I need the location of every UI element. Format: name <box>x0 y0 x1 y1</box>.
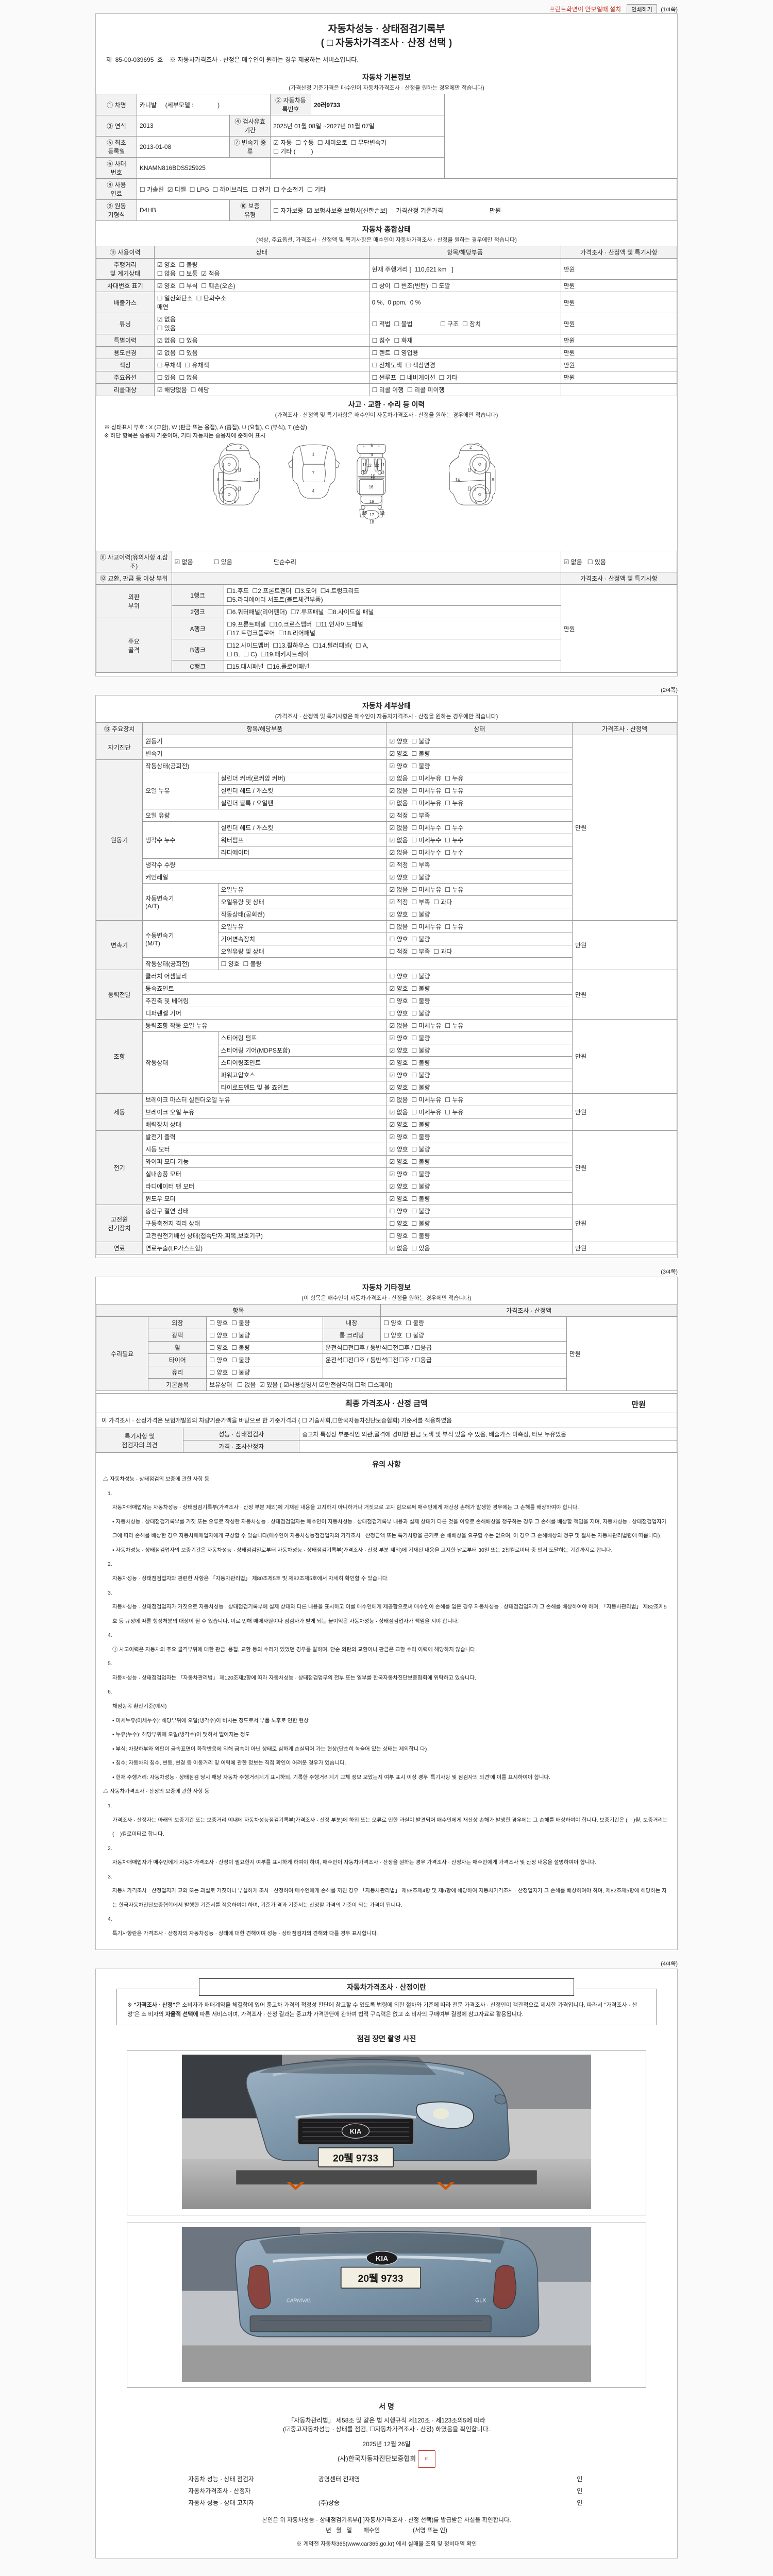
svg-text:17: 17 <box>369 513 374 517</box>
svg-text:KIA: KIA <box>350 2127 362 2135</box>
svg-text:6: 6 <box>475 499 478 504</box>
svg-text:2: 2 <box>239 445 242 450</box>
svg-text:15: 15 <box>371 477 375 481</box>
svg-text:12: 12 <box>367 463 372 468</box>
svg-text:20뛬 9733: 20뛬 9733 <box>358 2273 404 2284</box>
svg-text:14: 14 <box>254 478 258 482</box>
svg-text:14: 14 <box>455 478 460 482</box>
svg-text:2: 2 <box>469 445 472 450</box>
svg-text:1: 1 <box>312 452 315 456</box>
svg-text:13: 13 <box>380 470 384 474</box>
svg-text:13: 13 <box>362 470 367 474</box>
svg-text:16: 16 <box>369 485 374 489</box>
svg-text:8: 8 <box>492 478 494 482</box>
svg-text:19: 19 <box>369 499 374 504</box>
svg-text:18: 18 <box>369 520 374 524</box>
svg-text:5: 5 <box>371 443 373 448</box>
svg-text:GLX: GLX <box>475 2298 486 2304</box>
svg-text:3: 3 <box>474 487 477 492</box>
svg-text:11: 11 <box>362 463 367 467</box>
svg-text:12: 12 <box>362 511 366 516</box>
svg-text:4: 4 <box>312 488 315 493</box>
svg-text:12: 12 <box>380 511 385 516</box>
svg-text:8: 8 <box>217 478 220 482</box>
svg-text:KIA: KIA <box>376 2254 388 2262</box>
svg-text:3: 3 <box>235 487 238 492</box>
svg-text:12: 12 <box>375 463 379 468</box>
svg-text:11: 11 <box>380 463 385 467</box>
svg-text:7: 7 <box>312 471 315 476</box>
svg-text:6: 6 <box>233 499 236 504</box>
svg-text:9: 9 <box>371 453 373 457</box>
svg-text:3: 3 <box>474 469 477 473</box>
svg-text:20뛬 9733: 20뛬 9733 <box>333 2153 378 2164</box>
svg-text:CARNIVAL: CARNIVAL <box>287 2298 311 2304</box>
svg-text:3: 3 <box>235 469 238 473</box>
